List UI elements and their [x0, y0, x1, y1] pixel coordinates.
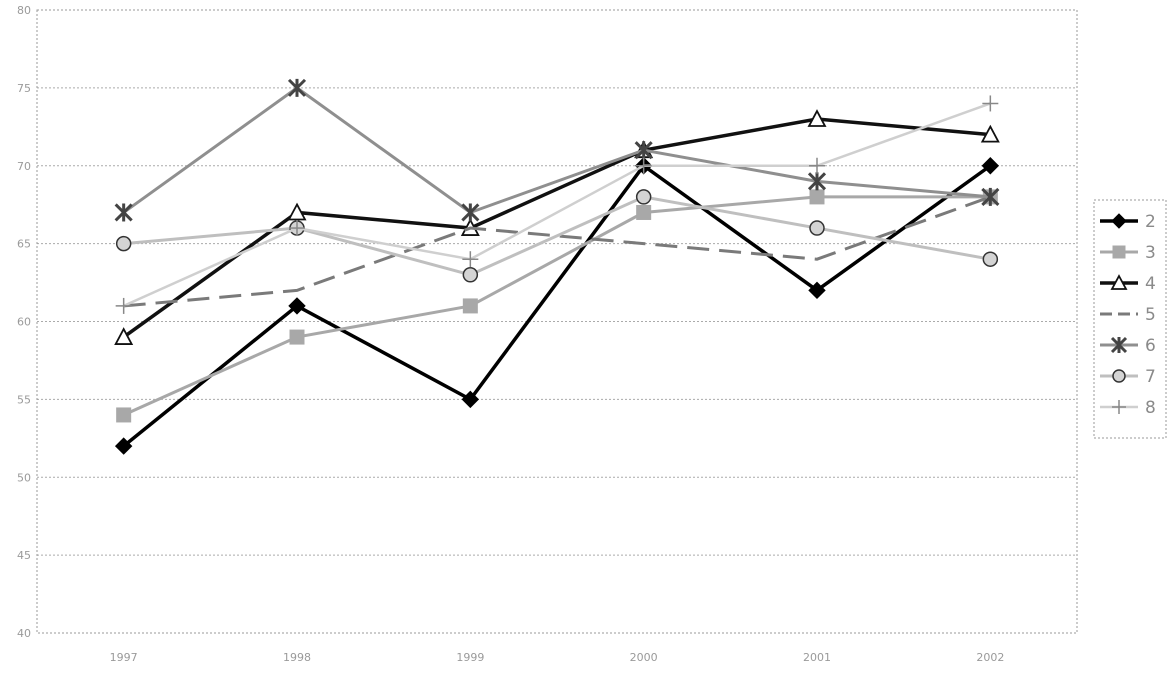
series-line-2 — [122, 163, 992, 448]
y-tick-label: 75 — [17, 82, 31, 95]
triangle-marker — [114, 327, 134, 345]
series-line-8 — [123, 102, 991, 308]
circle-marker — [982, 251, 999, 267]
legend-label: 2 — [1145, 212, 1156, 232]
asterisk-marker — [981, 187, 1000, 206]
x-tick-label: 1998 — [283, 651, 311, 664]
series-line-5 — [123, 195, 991, 308]
series-8 — [115, 95, 999, 314]
square-marker — [116, 407, 132, 423]
diamond-marker — [981, 157, 1000, 175]
square-marker — [809, 189, 825, 205]
series-6 — [114, 78, 1000, 222]
legend-entry-5: 5 — [1100, 305, 1156, 325]
x-tick-label: 2001 — [803, 651, 831, 664]
triangle-marker — [1110, 274, 1128, 290]
y-tick-label: 55 — [17, 393, 31, 406]
y-tick-label: 70 — [17, 160, 31, 173]
asterisk-marker — [114, 203, 133, 222]
legend-entry-7: 7 — [1100, 367, 1156, 387]
plus-marker — [1112, 400, 1126, 414]
circle-marker — [635, 189, 652, 205]
diamond-marker — [288, 297, 306, 315]
y-axis-ticks: 40 45 50 55 60 65 70 75 80 — [17, 4, 31, 640]
x-tick-label: 1999 — [456, 651, 484, 664]
plus-marker — [982, 95, 999, 112]
plus-marker — [809, 157, 825, 174]
plot-area-frame — [36, 9, 1078, 634]
asterisk-marker — [287, 78, 307, 97]
plus-marker — [115, 297, 132, 314]
circle-marker — [1112, 369, 1126, 383]
legend-label: 5 — [1145, 305, 1156, 325]
series-line-3 — [123, 195, 991, 417]
y-tick-label: 80 — [17, 4, 31, 17]
series-line-7 — [123, 195, 991, 277]
legend-entry-2: 2 — [1100, 212, 1156, 232]
y-tick-label: 40 — [17, 627, 31, 640]
diamond-marker — [461, 390, 480, 409]
plus-marker — [289, 220, 305, 237]
legend-label: 7 — [1145, 367, 1156, 387]
y-tick-label: 45 — [17, 549, 31, 562]
grid-lines — [37, 87, 1077, 556]
y-tick-label: 50 — [17, 471, 31, 484]
diamond-marker — [114, 437, 133, 455]
y-tick-label: 65 — [17, 238, 31, 251]
series-3 — [116, 189, 998, 423]
asterisk-marker — [1110, 336, 1128, 354]
square-marker — [1112, 245, 1126, 259]
square-marker — [289, 329, 305, 345]
legend-entry-6: 6 — [1100, 336, 1156, 356]
square-marker — [462, 298, 478, 314]
y-tick-label: 60 — [17, 316, 31, 329]
legend-label: 6 — [1145, 336, 1156, 356]
x-axis-ticks: 1997 1998 1999 2000 2001 2002 — [110, 651, 1005, 664]
asterisk-marker — [807, 172, 827, 191]
legend: 2 3 4 5 6 7 8 — [1093, 199, 1167, 439]
series-2 — [114, 157, 1000, 455]
plus-marker — [462, 251, 479, 268]
x-tick-label: 1997 — [110, 651, 138, 664]
series-7 — [115, 189, 999, 283]
diamond-marker — [808, 281, 826, 300]
series-5 — [123, 195, 991, 308]
legend-entry-8: 8 — [1100, 398, 1156, 418]
asterisk-marker — [461, 203, 480, 222]
legend-entry-3: 3 — [1100, 243, 1156, 263]
x-tick-label: 2002 — [976, 651, 1004, 664]
series-lines — [114, 78, 1000, 455]
legend-label: 3 — [1145, 243, 1156, 263]
legend-label: 8 — [1145, 398, 1156, 418]
circle-marker — [809, 220, 825, 236]
legend-frame — [1093, 199, 1167, 439]
circle-marker — [462, 267, 479, 283]
series-4 — [114, 109, 1000, 345]
plus-marker — [635, 157, 652, 174]
series-line-6 — [122, 86, 991, 215]
triangle-marker — [287, 202, 307, 221]
diamond-marker — [1111, 213, 1127, 229]
legend-label: 4 — [1145, 274, 1156, 294]
series-line-4 — [122, 117, 991, 339]
legend-entry-4: 4 — [1100, 274, 1156, 294]
triangle-marker — [807, 109, 827, 127]
square-marker — [636, 204, 652, 220]
triangle-marker — [980, 124, 1000, 143]
asterisk-marker — [634, 141, 653, 160]
x-tick-label: 2000 — [630, 651, 658, 664]
circle-marker — [115, 235, 132, 252]
